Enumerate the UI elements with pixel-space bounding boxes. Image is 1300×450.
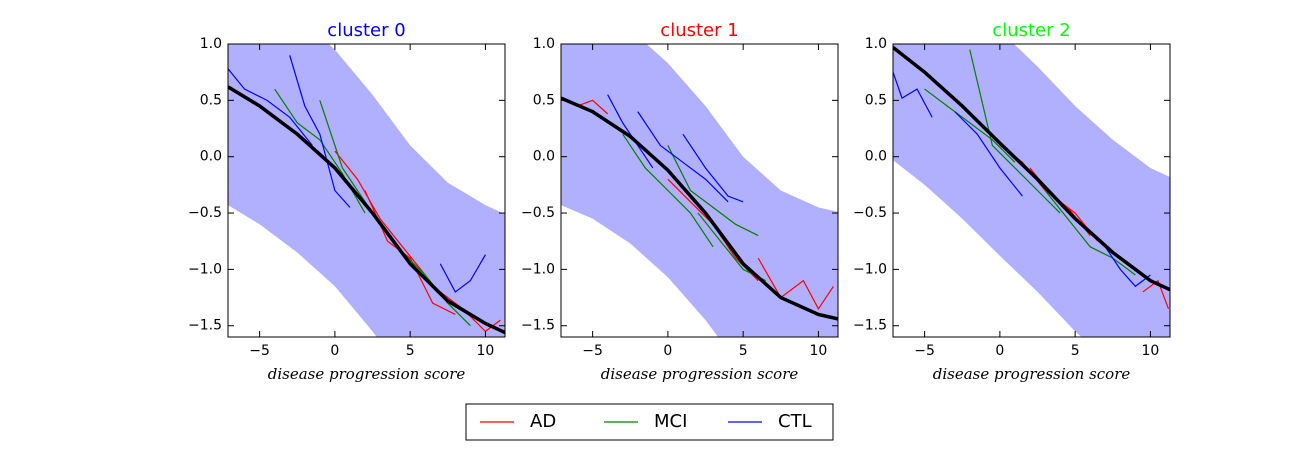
fit-curve: [228, 85, 505, 335]
panel-title: cluster 0: [327, 20, 405, 41]
fit-curve: [893, 46, 1170, 292]
x-axis-label: disease progression score: [268, 365, 466, 383]
y-tick-label: −1.5: [521, 318, 555, 334]
y-tick-label: −1.0: [188, 261, 222, 277]
y-tick-label: −1.5: [853, 318, 887, 334]
trajectory: [622, 133, 714, 248]
y-tick-label: −0.5: [188, 205, 222, 221]
axes-frame: [892, 43, 1171, 338]
trajectory: [924, 88, 1016, 163]
y-tick-label: −1.5: [188, 318, 222, 334]
trajectory: [334, 150, 426, 276]
legend-label: CTL: [778, 411, 812, 432]
y-tick-label: −1.0: [853, 261, 887, 277]
plot-area: [561, 44, 838, 337]
y-tick-label: 0.5: [865, 92, 887, 108]
x-tick-label: −5: [249, 343, 270, 359]
x-tick-label: 10: [477, 343, 495, 359]
confidence-band: [893, 44, 1170, 337]
trajectory: [637, 111, 729, 203]
trajectory: [577, 99, 609, 115]
x-axis-label: disease progression score: [601, 365, 799, 383]
x-tick-label: 0: [995, 343, 1004, 359]
legend-label: AD: [530, 411, 556, 432]
trajectory: [682, 133, 744, 203]
y-tick-label: −0.5: [853, 205, 887, 221]
panel-title: cluster 1: [660, 20, 738, 41]
legend: AD MCI CTL: [465, 403, 834, 441]
x-tick-label: 0: [663, 343, 672, 359]
y-tick-label: 0.5: [533, 92, 555, 108]
trajectory: [1104, 246, 1151, 288]
x-tick-label: 10: [810, 343, 828, 359]
plot-area: [893, 44, 1170, 337]
confidence-band: [228, 44, 505, 337]
x-tick-label: 5: [739, 343, 748, 359]
trajectory: [1142, 279, 1170, 310]
trajectory: [289, 55, 351, 208]
fit-curve: [561, 96, 838, 321]
x-axis-label: disease progression score: [933, 365, 1131, 383]
trajectory: [667, 145, 759, 237]
y-tick-label: 0.0: [533, 149, 555, 165]
y-tick-label: 1.0: [865, 36, 887, 52]
trajectory: [954, 111, 1023, 197]
x-tick-label: −5: [914, 343, 935, 359]
confidence-band: [561, 44, 838, 337]
x-tick-label: 5: [406, 343, 415, 359]
axes-frame: [227, 43, 506, 338]
plot-area: [228, 44, 505, 337]
x-tick-label: 10: [1142, 343, 1160, 359]
trajectory: [1044, 190, 1136, 276]
y-tick-label: −1.0: [521, 261, 555, 277]
trajectory: [228, 68, 313, 146]
trajectory: [757, 257, 834, 310]
x-tick-label: 5: [1071, 343, 1080, 359]
y-tick-label: 1.0: [533, 36, 555, 52]
trajectory: [607, 94, 654, 169]
x-tick-label: −5: [582, 343, 603, 359]
y-tick-label: −0.5: [521, 205, 555, 221]
y-tick-label: 0.0: [200, 149, 222, 165]
y-tick-label: 1.0: [200, 36, 222, 52]
trajectory: [969, 49, 1061, 214]
y-tick-label: 0.5: [200, 92, 222, 108]
legend-label: MCI: [654, 411, 687, 432]
x-tick-label: 0: [330, 343, 339, 359]
axes-frame: [560, 43, 839, 338]
panel-title: cluster 2: [992, 20, 1070, 41]
legend-box: [465, 403, 834, 441]
trajectory: [439, 254, 486, 293]
y-tick-label: 0.0: [865, 149, 887, 165]
trajectory: [893, 71, 933, 118]
